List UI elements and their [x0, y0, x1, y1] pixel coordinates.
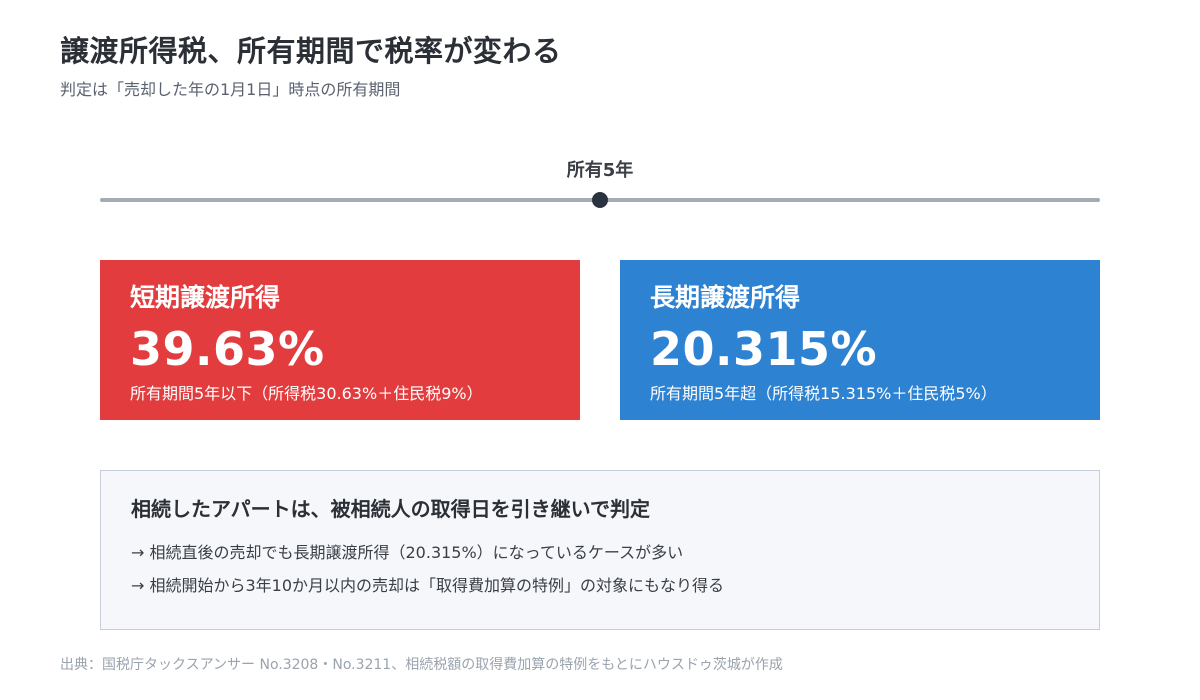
info-heading: 相続したアパートは、被相続人の取得日を引き継いで判定: [131, 497, 650, 521]
info-item: → 相続開始から3年10か月以内の売却は「取得費加算の特例」の対象にもなり得る: [131, 576, 725, 595]
page-subtitle: 判定は「売却した年の1月1日」時点の所有期間: [60, 80, 401, 99]
short-term-tax-rate: 39.63%: [130, 322, 325, 376]
timeline-threshold-label: 所有5年: [566, 160, 634, 181]
long-term-card-note: 所有期間5年超（所得税15.315%＋住民税5%）: [650, 384, 997, 403]
long-term-tax-rate: 20.315%: [650, 322, 878, 376]
long-term-card-title: 長期譲渡所得: [650, 283, 801, 312]
source-note: 出典：国税庁タックスアンサー No.3208・No.3211、相続税額の取得費加…: [60, 657, 783, 673]
short-term-card-note: 所有期間5年以下（所得税30.63%＋住民税9%）: [130, 384, 483, 403]
short-term-gain-card: 短期譲渡所得 39.63% 所有期間5年以下（所得税30.63%＋住民税9%）: [100, 260, 580, 420]
timeline-marker: [592, 192, 608, 208]
info-item: → 相続直後の売却でも長期譲渡所得（20.315%）になっているケースが多い: [131, 543, 684, 562]
page-title: 譲渡所得税、所有期間で税率が変わる: [60, 34, 562, 68]
inheritance-info-box: 相続したアパートは、被相続人の取得日を引き継いで判定 → 相続直後の売却でも長期…: [100, 470, 1100, 630]
long-term-gain-card: 長期譲渡所得 20.315% 所有期間5年超（所得税15.315%＋住民税5%）: [620, 260, 1100, 420]
short-term-card-title: 短期譲渡所得: [130, 283, 281, 312]
